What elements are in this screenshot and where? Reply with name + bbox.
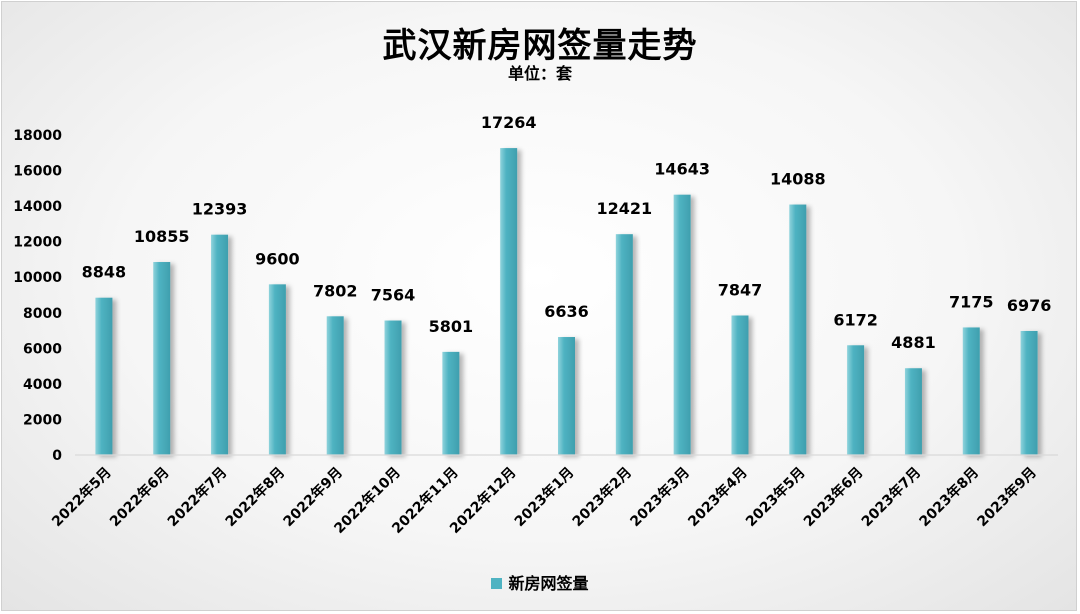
data-label: 9600 [255,249,300,268]
data-label: 4881 [891,333,936,352]
x-axis: 2022年5月2022年6月2022年7月2022年8月2022年9月2022年… [48,454,1058,537]
data-label: 14643 [654,160,710,179]
data-label: 7802 [313,281,358,300]
bar [442,351,460,455]
y-tick-label: 12000 [13,235,62,251]
x-tick-label: 2023年9月 [974,464,1040,530]
y-tick-label: 0 [52,448,62,464]
bar [904,368,922,455]
y-tick-label: 10000 [13,270,62,286]
legend: 新房网签量 [0,570,1080,594]
bar [615,234,633,455]
data-label: 12393 [192,200,248,219]
x-tick-label: 2023年5月 [742,464,808,530]
bar [211,234,229,455]
x-tick-label: 2023年6月 [800,464,866,530]
data-label: 10855 [134,227,190,246]
y-tick-label: 8000 [23,306,62,322]
bar [673,194,691,455]
x-tick-label: 2023年3月 [627,464,693,530]
data-label: 14088 [770,170,826,189]
chart-title: 武汉新房网签量走势 [382,26,698,66]
data-label: 8848 [82,263,127,282]
data-label: 12421 [596,199,652,218]
bar [326,316,344,455]
x-tick-label: 2023年2月 [569,464,635,530]
data-label: 7175 [949,292,994,311]
data-label: 6976 [1007,296,1052,315]
data-label: 7847 [718,280,763,299]
y-tick-label: 18000 [13,128,62,144]
bar [384,320,402,455]
data-label: 6636 [544,302,589,321]
y-axis: 0 2000 4000 6000 8000 10000 12000 14000 16000 180… [13,128,62,464]
bar [558,337,575,455]
x-tick-label: 2023年1月 [511,464,577,530]
bar [847,345,865,455]
legend-swatch [491,578,503,589]
bar [789,204,807,455]
bar [95,297,113,455]
legend-label: 新房网签量 [508,574,589,593]
x-tick-label: 2022年6月 [106,464,172,530]
x-tick-label: 2023年4月 [685,464,751,530]
bar [268,284,286,455]
chart-subtitle: 单位：套 [507,64,572,83]
bar [153,262,171,455]
x-tick-label: 2022年8月 [222,464,288,530]
data-label: 6172 [833,310,878,329]
x-tick-label: 2023年7月 [858,464,924,530]
x-tick-label: 2022年5月 [48,464,114,530]
bar [1020,330,1038,455]
bar [500,148,518,455]
y-tick-label: 2000 [23,412,62,428]
y-tick-label: 6000 [23,341,62,357]
x-tick-label: 2023年8月 [916,464,982,530]
bar [962,327,980,455]
y-tick-label: 14000 [13,199,62,215]
data-label: 5801 [429,317,474,336]
data-label: 7564 [371,286,416,305]
y-tick-label: 16000 [13,164,62,180]
data-label: 17264 [481,113,537,132]
bar [731,315,749,455]
y-tick-label: 4000 [23,377,62,393]
x-tick-label: 2022年7月 [164,464,230,530]
